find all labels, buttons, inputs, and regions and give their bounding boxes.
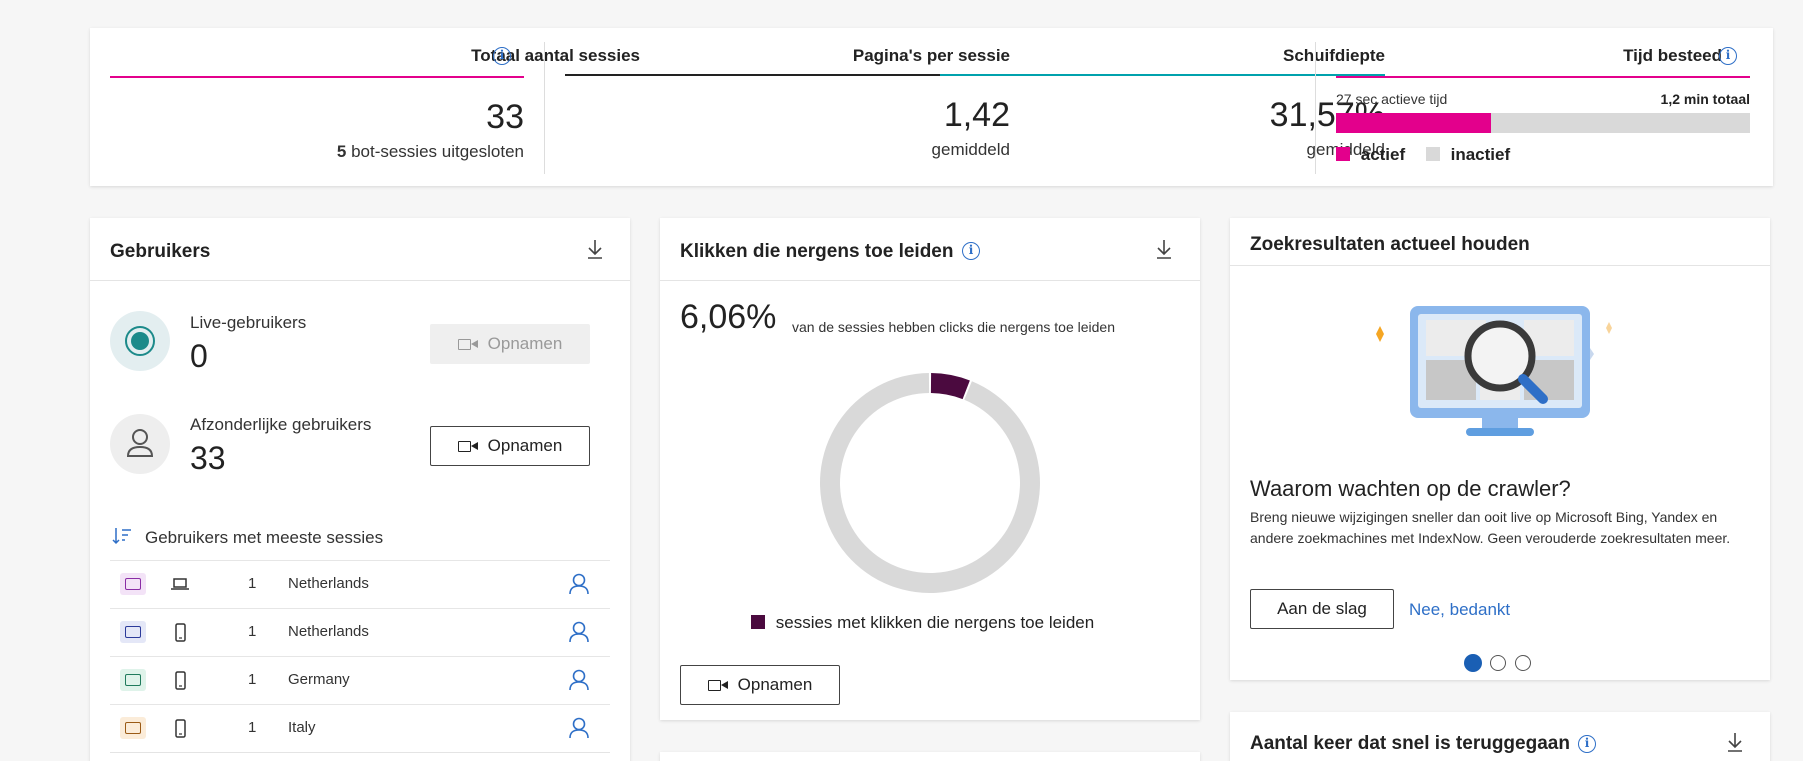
- scroll-depth-accent-line: [940, 74, 1385, 76]
- indexnow-body: Breng nieuwe wijzigingen sneller dan ooi…: [1250, 509, 1731, 546]
- no-thanks-link[interactable]: Nee, bedankt: [1409, 600, 1511, 619]
- active-time-label: 27 sec actieve tijd: [1336, 91, 1448, 107]
- indexnow-card: Zoekresultaten actueel houden Waarom wac…: [1230, 218, 1770, 680]
- info-icon[interactable]: i: [493, 47, 511, 65]
- download-icon[interactable]: [1726, 731, 1744, 753]
- distinct-users-recordings-button[interactable]: Opnamen: [430, 426, 590, 466]
- kpi-summary-card: Totaal aantal sessies i 33 5 bot-sessies…: [90, 28, 1773, 186]
- dead-clicks-percent: 6,06%: [680, 298, 777, 336]
- table-row[interactable]: 1 Germany: [110, 656, 610, 704]
- sort-label[interactable]: Gebruikers met meeste sessies: [145, 528, 384, 547]
- active-legend-swatch: [1336, 147, 1350, 161]
- dead-clicks-percent-text: van de sessies hebben clicks die nergens…: [792, 319, 1115, 335]
- user-profile-icon[interactable]: [568, 572, 590, 596]
- time-legend: actief inactief: [1336, 145, 1510, 165]
- divider: [110, 752, 610, 753]
- get-started-button[interactable]: Aan de slag: [1250, 589, 1394, 629]
- total-sessions-value: 33: [486, 98, 524, 136]
- divider: [544, 42, 545, 174]
- person-icon: [126, 429, 154, 457]
- camera-icon: [457, 440, 478, 453]
- divider: [1315, 42, 1316, 174]
- user-profile-icon[interactable]: [568, 668, 590, 692]
- donut-slice-1: [820, 373, 1040, 593]
- total-sessions-title: Totaal aantal sessies: [471, 46, 640, 65]
- divider: [1230, 265, 1770, 266]
- donut-slice-0: [930, 373, 970, 400]
- table-row[interactable]: 1 Netherlands: [110, 608, 610, 656]
- time-spent-title: Tijd besteed: [1623, 46, 1722, 65]
- distinct-users-label: Afzonderlijke gebruikers: [190, 415, 372, 434]
- total-time-label: 1,2 min totaal: [1660, 91, 1750, 107]
- dead-clicks-title: Klikken die nergens toe leiden: [680, 241, 954, 262]
- live-users-icon: [110, 311, 170, 371]
- table-row[interactable]: 1 Italy: [110, 704, 610, 752]
- table-row[interactable]: 1 Netherlands: [110, 560, 610, 608]
- divider: [660, 280, 1200, 281]
- id-card-icon: [120, 669, 146, 691]
- id-card-icon: [120, 621, 146, 643]
- phone-icon: [175, 719, 186, 738]
- pages-per-session-sub: gemiddeld: [931, 140, 1010, 159]
- users-card-title: Gebruikers: [110, 241, 211, 262]
- quick-back-card: Aantal keer dat snel is teruggegaan i: [1230, 712, 1770, 761]
- distinct-users-value: 33: [190, 440, 226, 476]
- user-profile-icon[interactable]: [568, 620, 590, 644]
- pages-per-session-value: 1,42: [943, 96, 1010, 134]
- carousel-dot[interactable]: [1464, 654, 1482, 672]
- divider: [90, 280, 630, 281]
- carousel-dot[interactable]: [1490, 655, 1506, 671]
- laptop-icon: [171, 578, 189, 590]
- carousel-dots: [1464, 654, 1544, 672]
- quick-back-title: Aantal keer dat snel is teruggegaan: [1250, 733, 1570, 754]
- inactive-legend-swatch: [1425, 147, 1440, 161]
- sort-descending-icon[interactable]: [112, 527, 132, 545]
- camera-icon: [457, 338, 478, 351]
- next-card: [660, 752, 1200, 761]
- info-icon[interactable]: i: [1578, 735, 1596, 753]
- pages-per-session-accent-line: [565, 74, 1010, 76]
- monitor-search-illustration: [1376, 306, 1612, 436]
- live-users-value: 0: [190, 338, 208, 374]
- indexnow-headline: Waarom wachten op de crawler?: [1250, 476, 1571, 501]
- id-card-icon: [120, 717, 146, 739]
- dead-clicks-legend-swatch: [751, 615, 765, 629]
- time-spent-bar: [1336, 113, 1750, 133]
- dead-clicks-donut-chart: [820, 373, 1040, 593]
- dead-clicks-card: Klikken die nergens toe leiden i 6,06% v…: [660, 218, 1200, 720]
- info-icon[interactable]: i: [1719, 47, 1737, 65]
- live-users-recordings-button[interactable]: Opnamen: [430, 324, 590, 364]
- user-profile-icon[interactable]: [568, 716, 590, 740]
- total-sessions-accent-line: [110, 76, 524, 78]
- indexnow-title: Zoekresultaten actueel houden: [1250, 234, 1530, 255]
- info-icon[interactable]: i: [962, 242, 980, 260]
- scroll-depth-title: Schuifdiepte: [1282, 46, 1385, 65]
- download-icon[interactable]: [586, 238, 604, 260]
- phone-icon: [175, 671, 186, 690]
- time-spent-accent-line: [1336, 76, 1750, 78]
- dead-clicks-legend: sessies met klikken die nergens toe leid…: [751, 613, 1094, 633]
- dead-clicks-recordings-button[interactable]: Opnamen: [680, 665, 840, 705]
- active-time-bar-fill: [1336, 113, 1492, 133]
- camera-icon: [707, 679, 728, 692]
- phone-icon: [175, 623, 186, 642]
- distinct-users-icon: [110, 414, 170, 474]
- pages-per-session-title: Pagina's per sessie: [852, 46, 1010, 65]
- bot-sessions-excluded: 5 bot-sessies uitgesloten: [336, 142, 524, 161]
- carousel-dot[interactable]: [1515, 655, 1531, 671]
- id-card-icon: [120, 573, 146, 595]
- users-card: Gebruikers Live-gebruikers 0 Opnamen Afz…: [90, 218, 630, 761]
- download-icon[interactable]: [1155, 238, 1173, 260]
- live-users-label: Live-gebruikers: [190, 313, 307, 332]
